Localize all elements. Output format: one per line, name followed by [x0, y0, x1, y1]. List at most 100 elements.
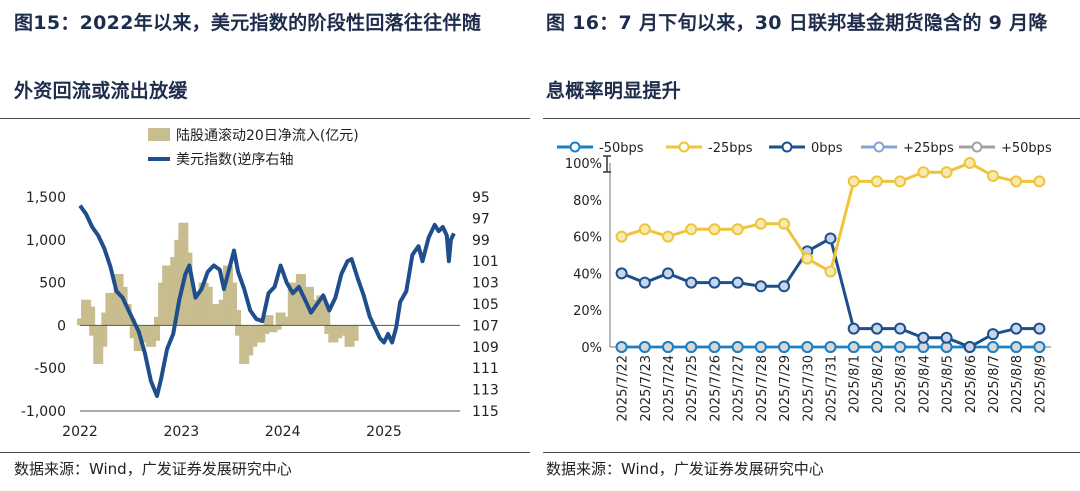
series-point--25bps	[963, 157, 976, 169]
series-line--25bps	[621, 161, 1040, 274]
inflow-bar	[227, 282, 237, 326]
series-point--25bps	[708, 223, 721, 236]
inflow-bar	[97, 325, 108, 347]
x-tick-label: 2025/8/2	[871, 355, 886, 413]
left-source: 数据来源：Wind，广发证券发展研究中心	[14, 460, 292, 478]
left-y-tick-label: 1,000	[26, 233, 66, 249]
left-title-line2: 外资回流或流出放缓	[14, 80, 188, 102]
right-y-tick-label: 107	[472, 318, 499, 334]
legend-marker--25bps	[678, 141, 690, 153]
series-point-0bps	[615, 267, 628, 280]
inflow-bar	[231, 309, 242, 326]
series-point--25bps	[894, 175, 907, 188]
series-point--50bps	[1033, 341, 1046, 353]
series-point--25bps	[917, 166, 930, 179]
right-y-tick-label: 95	[472, 190, 490, 206]
inflow-bar	[182, 252, 193, 326]
series-point--25bps	[731, 223, 744, 236]
series-point--25bps	[801, 252, 814, 265]
y-tick-label: 20%	[573, 304, 602, 319]
x-tick-label: 2025/8/9	[1033, 355, 1048, 413]
series-point-0bps	[917, 331, 930, 344]
inflow-bar	[210, 304, 221, 326]
series-point-0bps	[894, 322, 907, 335]
legend-label-usd: 美元指数(逆序右轴	[176, 152, 293, 168]
series-point--25bps	[778, 217, 791, 230]
left-chart: 1,500 1,000 500 0 -500 -1,000 95 97 99 101 103 105 1…	[21, 127, 499, 440]
right-y-tick-label: 109	[472, 340, 499, 356]
series-point--50bps	[778, 341, 791, 353]
series-point--50bps	[870, 341, 883, 353]
series-line-0bps	[621, 236, 1040, 349]
right-top-rule	[543, 118, 1080, 119]
x-tick-label: 2023	[164, 424, 200, 440]
legend-label--50bps: -50bps	[599, 141, 644, 156]
x-tick-label: 2025/7/26	[708, 355, 723, 422]
x-tick-label: 2025/8/4	[917, 355, 932, 413]
series-point-0bps	[638, 276, 651, 289]
left-top-rule	[0, 118, 530, 119]
x-tick-label: 2025/7/29	[778, 355, 793, 422]
x-tick-label: 2022	[62, 424, 98, 440]
series-point--25bps	[1010, 175, 1023, 188]
series-point--25bps	[754, 217, 767, 230]
series-point-0bps	[870, 322, 883, 335]
usd-index-line	[78, 204, 456, 398]
series-point--25bps	[638, 223, 651, 236]
series-point-0bps	[1033, 322, 1046, 335]
series-point-0bps	[778, 280, 791, 293]
right-figure: 图 16：7 月下旬以来，30 日联邦基金期货隐含的 9 月降 息概率明显提升 …	[543, 0, 1080, 491]
right-source: 数据来源：Wind，广发证券发展研究中心	[546, 460, 824, 478]
legend-label-+25bps: +25bps	[903, 141, 954, 156]
series-point--50bps	[638, 341, 651, 353]
right-y-tick-label: 115	[472, 404, 499, 420]
left-y-tick-label: 1,500	[26, 190, 66, 206]
x-tick-label: 2025	[366, 424, 402, 440]
series-point--25bps	[615, 230, 628, 243]
left-bottom-rule	[0, 452, 530, 453]
x-tick-label: 2025/7/27	[732, 355, 747, 422]
series-point-0bps	[986, 328, 999, 341]
x-tick-label: 2025/7/23	[639, 355, 654, 422]
right-y-tick-label: 105	[472, 297, 499, 313]
legend-label-inflow: 陆股通滚动20日净流入(亿元)	[176, 127, 359, 144]
text-cursor-icon	[603, 155, 611, 173]
series-point--50bps	[824, 341, 837, 353]
y-tick-label: 80%	[573, 194, 602, 209]
x-tick-label: 2025/8/7	[987, 355, 1002, 413]
series-point--50bps	[894, 341, 907, 353]
series-point-0bps	[1010, 322, 1023, 335]
inflow-bar	[259, 325, 270, 334]
series-point--50bps	[986, 341, 999, 353]
right-y-tick-label: 111	[472, 361, 499, 377]
series-point--50bps	[685, 341, 698, 353]
series-point--50bps	[708, 341, 721, 353]
right-y-tick-label: 113	[472, 383, 499, 399]
series-point--25bps	[824, 265, 837, 278]
x-tick-label: 2025/8/3	[894, 355, 909, 413]
series-point-0bps	[940, 331, 953, 344]
series-point--50bps	[1010, 341, 1023, 353]
x-tick-label: 2025/7/24	[662, 355, 677, 422]
left-title-line1: 图15：2022年以来，美元指数的阶段性回落往往伴随	[14, 12, 482, 34]
inflow-bar	[202, 286, 213, 326]
right-y-tick-label: 103	[472, 276, 499, 292]
inflow-bar	[125, 318, 136, 326]
left-y-tick-label: -500	[34, 361, 66, 377]
x-tick-label: 2025/7/25	[685, 355, 700, 422]
inflow-bar	[348, 325, 359, 341]
series-point-0bps	[662, 267, 675, 280]
legend-swatch-inflow	[148, 128, 170, 141]
legend-marker-0bps	[781, 141, 793, 153]
series-point-0bps	[708, 276, 721, 289]
right-chart: 100% 80% 60% 40% 20% 0% 2025/7/22 2025/7/23 2025…	[557, 141, 1052, 422]
series-point-0bps	[731, 276, 744, 289]
series-point-0bps	[847, 322, 860, 335]
y-tick-label: 40%	[573, 267, 602, 282]
series-point--50bps	[662, 341, 675, 353]
x-tick-label: 2024	[265, 424, 301, 440]
x-tick-label: 2025/8/5	[941, 355, 956, 413]
series-point--50bps	[731, 341, 744, 353]
legend-marker-+50bps	[971, 141, 983, 153]
series-point--50bps	[801, 341, 814, 353]
